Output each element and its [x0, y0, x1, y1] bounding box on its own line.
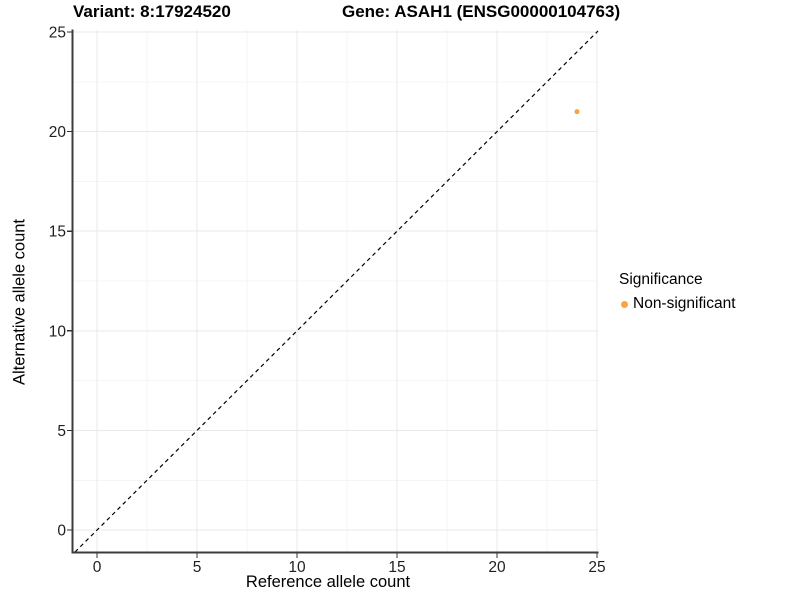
- x-tick-label: 5: [193, 559, 202, 576]
- x-tick-label: 0: [93, 559, 102, 576]
- y-tick-label: 25: [49, 24, 66, 41]
- legend: Significance Non-significant: [619, 271, 736, 313]
- y-axis-title: Alternative allele count: [10, 218, 29, 386]
- legend-item-non-significant: Non-significant: [619, 295, 736, 313]
- y-tick-label: 20: [49, 124, 67, 141]
- x-tick-label: 20: [488, 559, 506, 576]
- x-tick-label: 10: [288, 559, 306, 576]
- x-tick-label: 25: [588, 559, 605, 576]
- y-tick-label: 0: [57, 523, 66, 540]
- x-axis-title: Reference allele count: [245, 573, 411, 591]
- identity-line: [74, 30, 599, 553]
- y-tick-label: 15: [49, 224, 66, 241]
- variant-title: Variant: 8:17924520: [73, 2, 231, 21]
- gene-title: Gene: ASAH1 (ENSG00000104763): [342, 2, 621, 21]
- x-tick-label: 15: [388, 559, 405, 576]
- legend-point-icon: [621, 300, 628, 308]
- data-point: [574, 109, 580, 115]
- legend-title: Significance: [619, 271, 703, 288]
- legend-item-label: Non-significant: [633, 295, 736, 312]
- y-tick-label: 5: [57, 423, 66, 440]
- y-tick-label: 10: [49, 323, 67, 340]
